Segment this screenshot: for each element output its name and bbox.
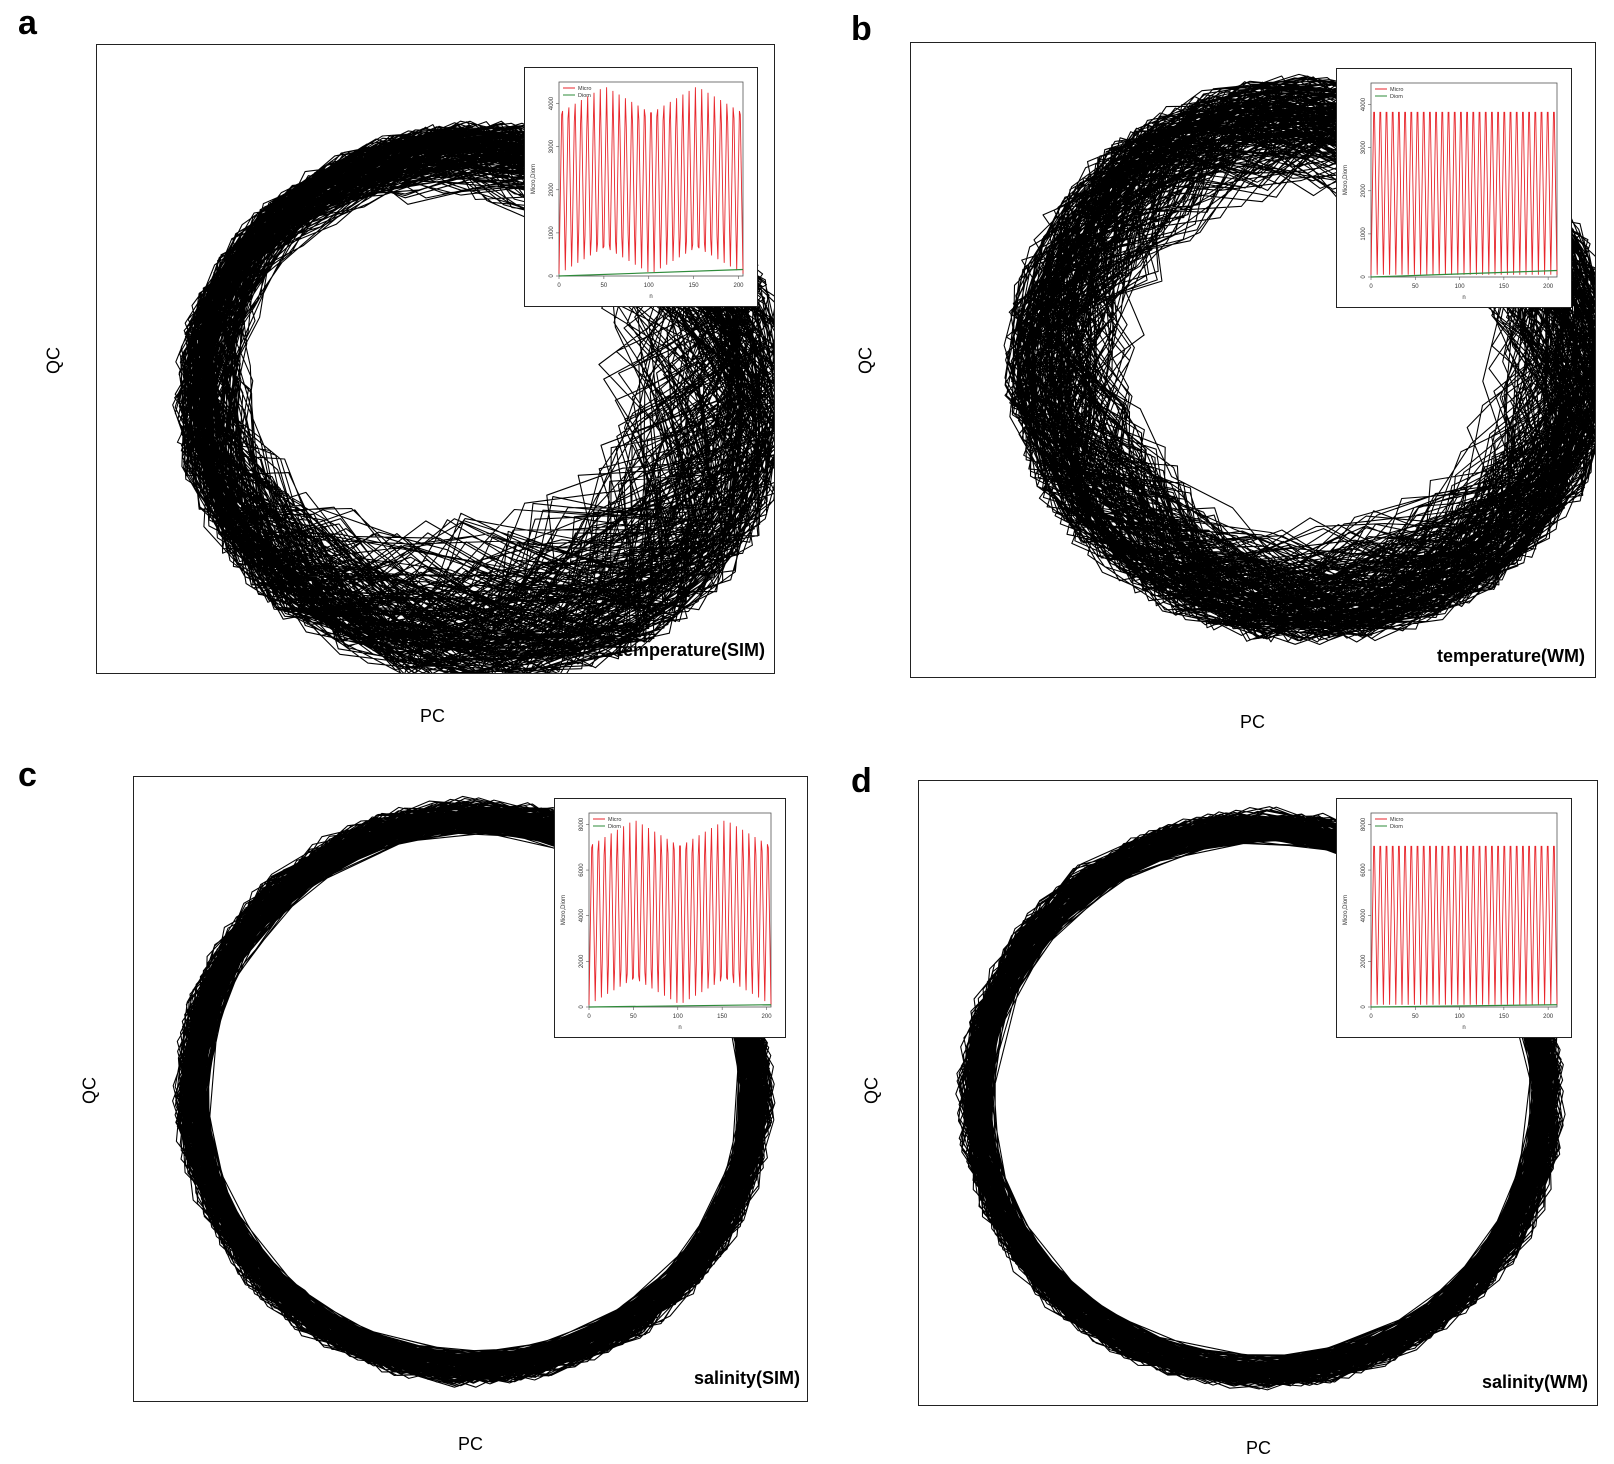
inset-ylabel: Micro,Diom	[561, 895, 567, 925]
inset-xlabel: n	[649, 294, 652, 300]
panel-b-letter: b	[851, 10, 872, 48]
inset-ytick-label: 3000	[549, 139, 555, 153]
inset-legend-label: Micro	[608, 817, 621, 823]
inset-xtick-label: 150	[1499, 284, 1510, 290]
diom-series-line	[1370, 1004, 1558, 1008]
inset-ytick-label: 6000	[1361, 863, 1367, 877]
inset-ytick-label: 1000	[549, 226, 555, 240]
inset-xtick-label: 50	[601, 283, 608, 289]
inset-plot-box	[588, 812, 772, 1008]
inset-plot-box	[1370, 82, 1558, 278]
inset-legend-label: Micro	[1390, 87, 1403, 93]
inset-xtick-label: 100	[644, 283, 655, 289]
panel-d-inset: 0 50 100 150 200 0 2000 4000 6000 8000 n Micro,Diom…	[1336, 798, 1572, 1038]
panel-c-letter: c	[18, 756, 37, 794]
panel-b-xlabel: PC	[1240, 712, 1266, 732]
panel-b-inset: 0 50 100 150 200 0 1000 2000 3000 4000 n Micro,Diom…	[1336, 68, 1572, 308]
inset-xtick-label: 0	[1369, 284, 1373, 290]
inset-plot-box	[1370, 812, 1558, 1008]
inset-legend-label: Micro	[578, 86, 591, 92]
inset-ytick-label: 6000	[579, 863, 585, 877]
diom-series-line	[558, 268, 744, 277]
inset-legend-label: Diom	[1390, 94, 1403, 100]
inset-xtick-label: 150	[717, 1014, 728, 1020]
panel-a-xlabel: PC	[420, 706, 446, 726]
inset-xtick-label: 0	[1369, 1014, 1373, 1020]
panel-d-ylabel: QC	[861, 1077, 882, 1104]
inset-xtick-label: 50	[1412, 284, 1419, 290]
inset-xtick-label: 150	[1499, 1014, 1510, 1020]
inset-xlabel: n	[1462, 1025, 1465, 1031]
inset-xtick-label: 200	[1543, 284, 1554, 290]
inset-legend-label: Micro	[1390, 817, 1403, 823]
phase-trajectory-svg	[955, 806, 1566, 1391]
diom-series-line	[588, 1004, 772, 1008]
inset-ytick-label: 0	[579, 1005, 585, 1009]
inset-ylabel: Micro,Diom	[531, 164, 537, 194]
micro-series-line	[558, 87, 744, 274]
micro-series-line	[1370, 111, 1558, 275]
panel-b-title: temperature(WM)	[1437, 646, 1586, 666]
inset-legend-label: Diom	[608, 824, 621, 830]
panel-a-ylabel: QC	[43, 347, 64, 374]
inset-chart-svg: 0 50 100 150 20002000400060008000nMicro,Diom…	[1343, 812, 1558, 1031]
inset-ytick-label: 4000	[1361, 908, 1367, 922]
inset-xtick-label: 200	[1543, 1014, 1554, 1020]
inset-ytick-label: 4000	[1361, 97, 1367, 111]
inset-xtick-label: 50	[630, 1014, 637, 1020]
inset-ylabel: Micro,Diom	[1343, 165, 1349, 195]
inset-ylabel: Micro,Diom	[1343, 895, 1349, 925]
inset-xlabel: n	[1462, 295, 1465, 301]
panel-c-inset: 0 50 100 150 200 0 2000 4000 6000 8000 n Micro,Diom…	[554, 798, 786, 1038]
phase-trajectory-line	[955, 806, 1566, 1391]
inset-xlabel: n	[678, 1025, 681, 1031]
inset-xtick-label: 100	[1455, 284, 1466, 290]
inset-legend-label: Diom	[578, 93, 591, 99]
panel-a-title: temperature(SIM)	[617, 640, 766, 660]
panel-b-ylabel: QC	[855, 347, 876, 374]
inset-chart-svg: 0 50 100 150 20001000200030004000nMicro,Diom…	[531, 81, 745, 300]
inset-ytick-label: 8000	[1361, 817, 1367, 831]
panel-c-xlabel: PC	[458, 1434, 484, 1454]
inset-ytick-label: 4000	[549, 96, 555, 110]
inset-ytick-label: 1000	[1361, 227, 1367, 241]
inset-chart-svg: 0 50 100 150 20001000200030004000nMicro,Diom…	[1343, 82, 1558, 301]
panel-d-title: salinity(WM)	[1482, 1372, 1588, 1392]
micro-series-line	[588, 820, 772, 1005]
inset-ytick-label: 2000	[1361, 183, 1367, 197]
inset-xtick-label: 100	[1455, 1014, 1466, 1020]
inset-ytick-label: 2000	[1361, 954, 1367, 968]
inset-chart-svg: 0 50 100 150 20002000400060008000nMicro,Diom…	[561, 812, 773, 1031]
inset-ytick-label: 0	[1361, 275, 1367, 279]
inset-ytick-label: 4000	[579, 908, 585, 922]
inset-xtick-label: 0	[557, 283, 561, 289]
diom-series-line	[1370, 269, 1558, 278]
inset-xtick-label: 50	[1412, 1014, 1419, 1020]
inset-ytick-label: 0	[549, 274, 555, 278]
panel-c-ylabel: QC	[79, 1077, 100, 1104]
panel-d-letter: d	[851, 762, 872, 800]
inset-xtick-label: 150	[689, 283, 700, 289]
micro-series-line	[1370, 845, 1558, 1005]
inset-xtick-label: 100	[673, 1014, 684, 1020]
inset-xtick-label: 0	[587, 1014, 591, 1020]
panel-d-xlabel: PC	[1246, 1438, 1272, 1458]
inset-ytick-label: 8000	[579, 817, 585, 831]
inset-xtick-label: 200	[762, 1014, 773, 1020]
inset-ytick-label: 3000	[1361, 140, 1367, 154]
inset-ytick-label: 2000	[579, 954, 585, 968]
inset-xtick-label: 200	[734, 283, 745, 289]
inset-ytick-label: 0	[1361, 1005, 1367, 1009]
inset-ytick-label: 2000	[549, 182, 555, 196]
inset-plot-box	[558, 81, 744, 277]
panel-a-inset: 0 50 100 150 200 0 1000 2000 3000 4000 n Micro,Diom…	[524, 67, 758, 307]
panel-a-letter: a	[18, 4, 37, 42]
panel-c-title: salinity(SIM)	[694, 1368, 801, 1388]
inset-legend-label: Diom	[1390, 824, 1403, 830]
